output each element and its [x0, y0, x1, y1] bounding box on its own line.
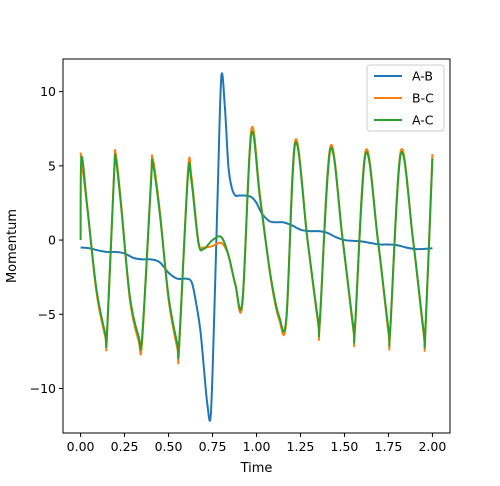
- x-axis-ticks: 0.00 0.25 0.50 0.75 1.00 1.25 1.50 1.75 2.00: [67, 433, 446, 454]
- y-tick-label: 5: [48, 158, 56, 173]
- x-tick-label: 1.25: [287, 439, 315, 454]
- x-tick-label: 0.00: [67, 439, 95, 454]
- legend-label-a-b: A-B: [412, 69, 433, 84]
- legend-label-a-c: A-C: [412, 113, 434, 128]
- series-layer: [79, 72, 434, 422]
- x-tick-label: 0.50: [155, 439, 183, 454]
- legend: A-B B-C A-C: [366, 64, 445, 132]
- legend-box: [366, 64, 445, 132]
- y-tick-label: 0: [48, 233, 56, 248]
- x-axis-label: Time: [240, 461, 273, 476]
- x-tick-label: 1.00: [243, 439, 271, 454]
- y-tick-label: 10: [40, 84, 56, 99]
- series-line-a-c: [79, 130, 434, 360]
- series-line-a-b: [80, 72, 433, 422]
- y-axis-ticks: −10 −5 0 5 10: [30, 84, 63, 396]
- y-tick-label: −5: [38, 307, 56, 322]
- x-tick-label: 0.25: [111, 439, 139, 454]
- x-tick-label: 0.75: [199, 439, 227, 454]
- x-tick-label: 2.00: [418, 439, 446, 454]
- legend-label-b-c: B-C: [412, 91, 434, 106]
- y-tick-label: −10: [30, 381, 56, 396]
- x-tick-label: 1.75: [375, 439, 403, 454]
- x-tick-label: 1.50: [331, 439, 359, 454]
- y-axis-label: Momentum: [5, 209, 20, 283]
